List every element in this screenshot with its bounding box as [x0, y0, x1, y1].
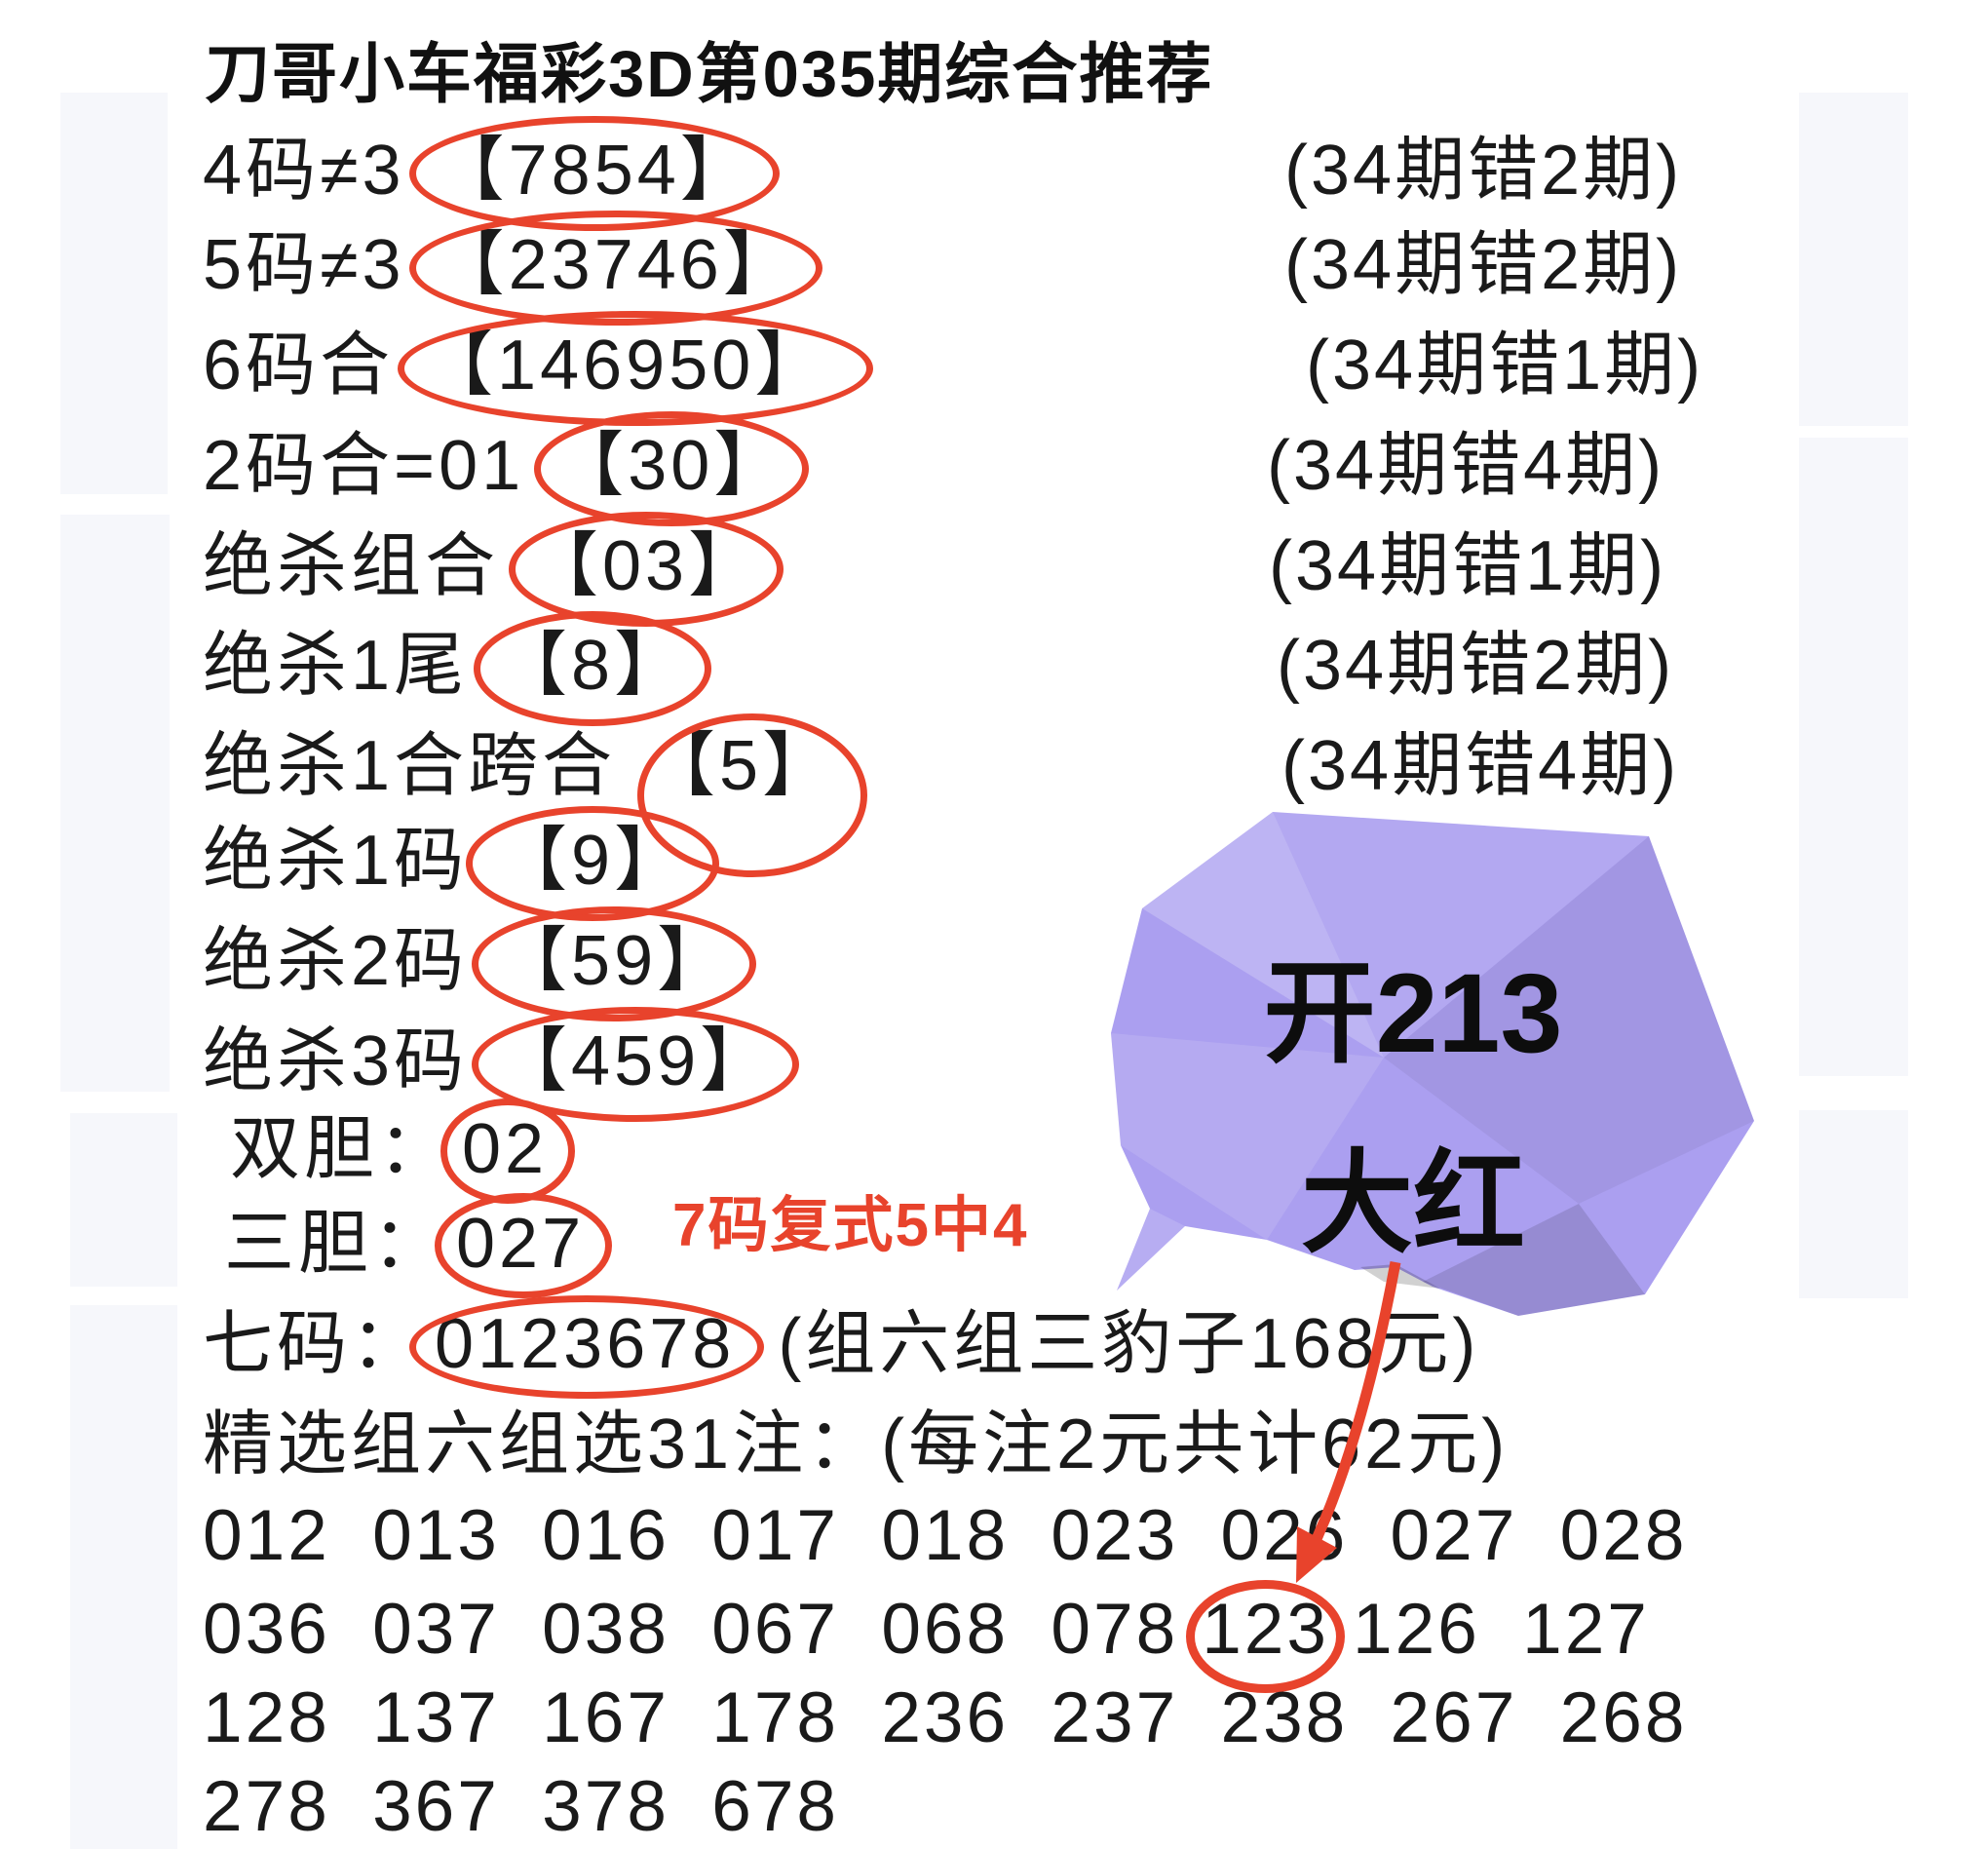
prediction-row: 4码≠3 【7854】 (34期错2期)	[203, 116, 1988, 231]
bubble-text-line1: 开213	[1263, 951, 1563, 1076]
right-edge-strip	[1799, 1110, 1908, 1298]
row-stat: (34期错2期)	[1277, 627, 1675, 705]
row-stat: (34期错2期)	[1284, 226, 1683, 304]
row-label: 2码合=01	[203, 427, 525, 505]
row-label: 绝杀2码	[203, 922, 469, 1000]
row-value-circled: 【23746】	[408, 211, 823, 326]
page-title: 刀哥小车福彩3D第035期综合推荐	[205, 38, 1214, 111]
prediction-row: 七码： 0123678 (组六组三豹子168元)	[203, 1295, 1988, 1399]
numbers-segment: 126 127	[1353, 1590, 1650, 1669]
row-value-circled: 0123678	[408, 1295, 765, 1399]
bubble-text-line2: 大红	[1300, 1141, 1525, 1266]
row-suffix: (组六组三豹子168元)	[778, 1305, 1480, 1383]
prediction-row: 5码≠3 【23746】 (34期错2期)	[203, 211, 1988, 326]
prediction-row: 精选组六组选31注：(每注2元共计62元)	[203, 1406, 1988, 1483]
row-stat: (34期错4期)	[1267, 427, 1665, 505]
row-value-circled: 027	[434, 1193, 613, 1298]
row-label: 4码≠3	[203, 132, 405, 210]
numbers-row: 128 137 167 178 236 237 238 267 268	[203, 1678, 1688, 1757]
row-value-circled: 02	[440, 1098, 576, 1204]
prediction-row: 绝杀2码 【59】	[203, 906, 1988, 1021]
prediction-row: 绝杀1码 【9】	[203, 806, 1988, 921]
row-label: 绝杀1码	[203, 822, 469, 900]
right-edge-strip	[1799, 438, 1908, 1076]
row-value-circled: 【7854】	[408, 116, 780, 231]
row-label: 精选组六组选31注：(每注2元共计62元)	[203, 1406, 1510, 1483]
prediction-row: 绝杀3码 【459】	[203, 1007, 1988, 1122]
row-label: 绝杀3码	[203, 1022, 469, 1100]
left-edge-strip	[60, 93, 168, 494]
row-label: 6码合	[203, 327, 395, 404]
prediction-row: 绝杀1尾 【8】 (34期错2期)	[203, 611, 1988, 726]
row-label: 双胆：	[230, 1110, 453, 1188]
row-stat: (34期错2期)	[1284, 132, 1683, 210]
row-stat: (34期错1期)	[1306, 327, 1704, 404]
row-value-circled: 【9】	[466, 806, 720, 921]
row-label: 绝杀组合	[203, 527, 500, 605]
row-label: 三胆：	[224, 1205, 447, 1283]
row-value-circled: 【59】	[472, 906, 757, 1021]
left-edge-strip	[60, 515, 170, 1092]
row-stat: (34期错1期)	[1269, 527, 1667, 605]
row-label: 七码：	[203, 1305, 426, 1383]
row-value-circled: 【459】	[472, 1007, 800, 1122]
row-stat: (34期错4期)	[1281, 727, 1680, 805]
prediction-row: 2码合=01 【30】 (34期错4期)	[203, 411, 1988, 526]
numbers-segment: 036 037 038 067 068 078	[203, 1590, 1179, 1669]
left-edge-strip	[70, 1305, 177, 1849]
prediction-row: 绝杀1合跨合 【5】 (34期错4期)	[203, 713, 1988, 877]
red-note: 7码复式5中4	[672, 1192, 1029, 1259]
circled-number-123: 123	[1186, 1580, 1345, 1693]
row-value-circled: 【30】	[534, 411, 810, 526]
numbers-row: 012 013 016 017 018 023 026 027 028	[203, 1496, 1688, 1575]
numbers-row: 036 037 038 067 068 078 123 126 127	[203, 1580, 1650, 1693]
row-label: 5码≠3	[203, 226, 405, 304]
row-value-circled: 【03】	[509, 512, 784, 627]
prediction-row: 双胆： 02	[230, 1098, 1988, 1204]
left-edge-strip	[70, 1113, 177, 1287]
right-edge-strip	[1799, 93, 1908, 426]
prediction-row: 绝杀组合 【03】 (34期错1期)	[203, 512, 1988, 627]
row-label: 绝杀1尾	[203, 627, 469, 705]
prediction-row: 6码合 【146950】 (34期错1期)	[203, 311, 1988, 426]
numbers-row: 278 367 378 678	[203, 1767, 840, 1846]
row-value-circled: 【5】	[637, 713, 868, 877]
row-value-circled: 【8】	[474, 611, 712, 726]
row-value-circled: 【146950】	[398, 311, 874, 426]
row-label: 绝杀1合跨合	[203, 727, 617, 805]
prediction-row: 三胆： 027	[224, 1193, 1988, 1298]
